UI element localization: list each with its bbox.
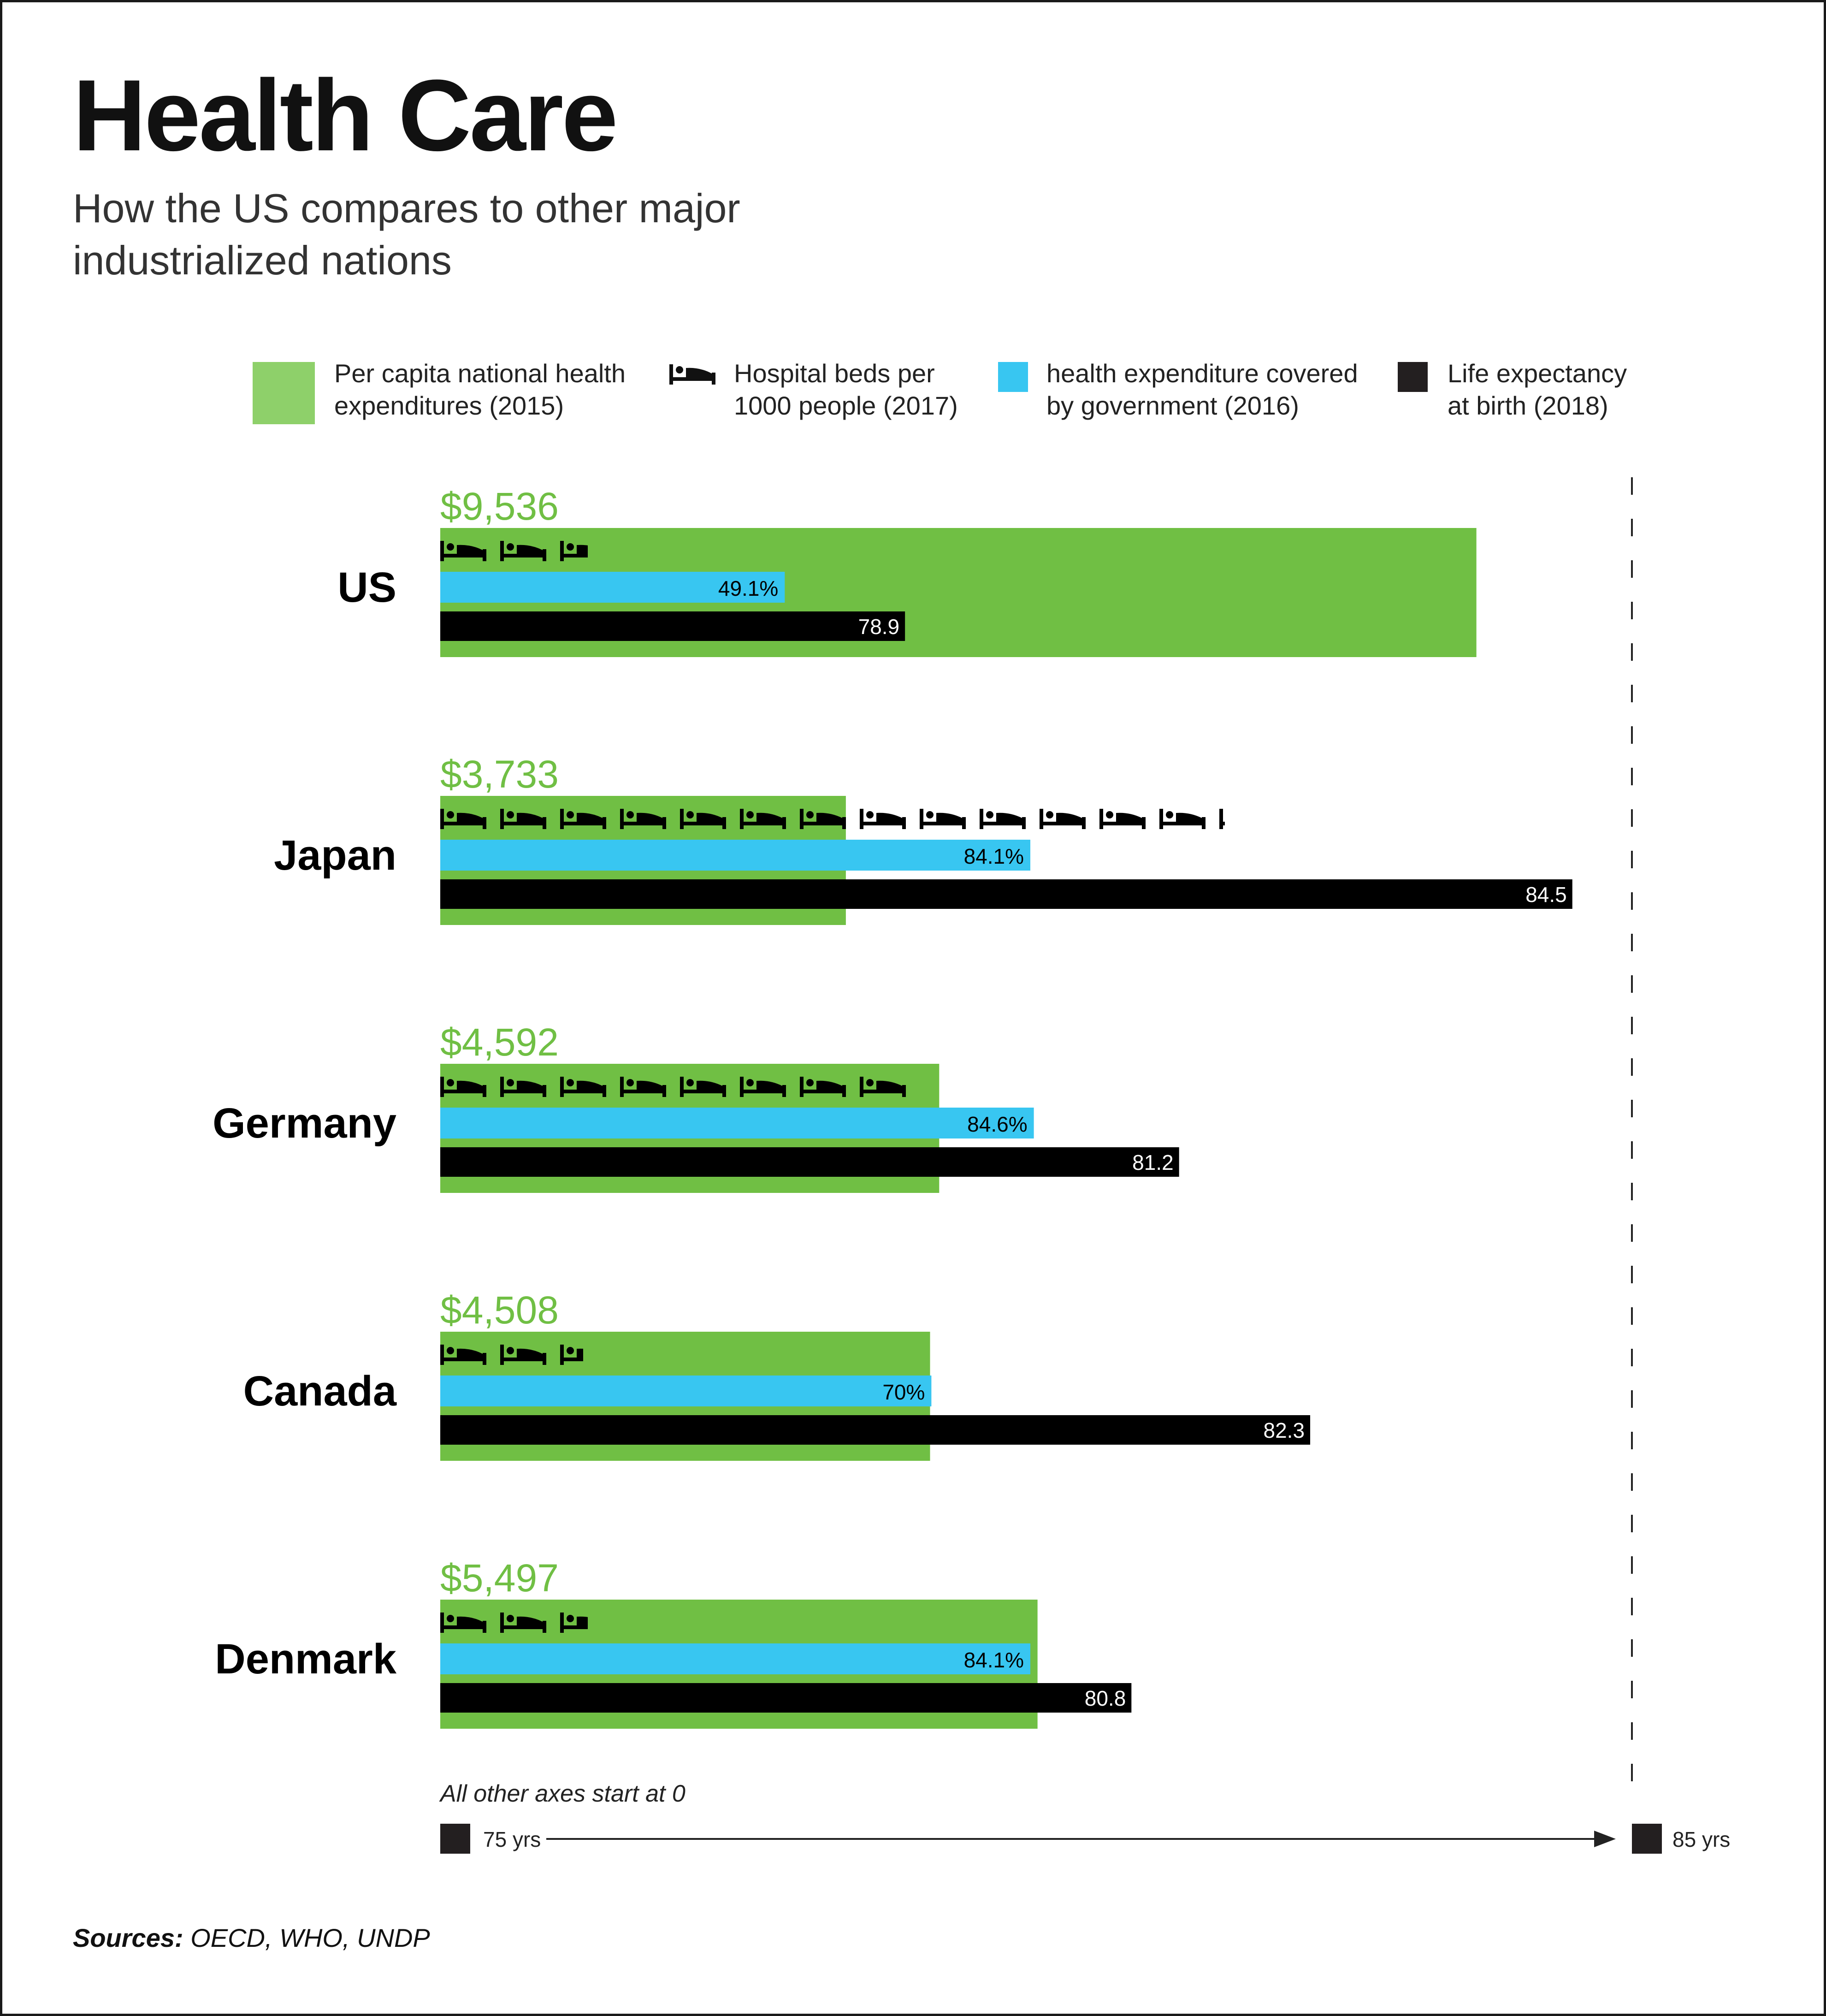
expenditure-label: $3,733 [440, 753, 559, 796]
legend-label-expenditure: Per capita national health expenditures … [334, 359, 626, 420]
country-label: Denmark [215, 1636, 397, 1683]
bed-icon [860, 809, 906, 829]
bed-icon [1219, 809, 1225, 829]
government-label: 49.1% [718, 576, 778, 600]
bed-icon [440, 1613, 486, 1633]
bed-icon [1099, 809, 1146, 829]
bed-icon [560, 1613, 588, 1633]
government-bar [440, 1108, 1034, 1138]
legend-label-government: health expenditure covered by government… [1046, 359, 1358, 420]
government-bar [440, 1643, 1031, 1674]
bed-icon [980, 809, 1026, 829]
expenditure-label: $4,508 [440, 1288, 559, 1332]
government-bar [440, 840, 1031, 871]
bed-icon [500, 1345, 546, 1365]
legend-swatch-government [998, 362, 1028, 392]
bed-icon [1159, 809, 1206, 829]
life-expectancy-bar [440, 1147, 1179, 1177]
life-expectancy-label: 81.2 [1132, 1150, 1174, 1174]
government-bar [440, 572, 785, 603]
bed-icon [560, 1345, 583, 1365]
bed-icon [500, 541, 546, 561]
bed-icon [800, 1077, 846, 1097]
legend-label-beds: Hospital beds per 1000 people (2017) [734, 359, 958, 420]
country-label: Germany [213, 1100, 396, 1147]
axis-note: All other axes start at 0 [440, 1780, 685, 1807]
sources-label: Sources: [73, 1923, 183, 1952]
bed-icon [620, 809, 666, 829]
government-label: 84.6% [967, 1112, 1027, 1136]
life-expectancy-bar [440, 879, 1572, 909]
life-expectancy-bar [440, 1415, 1311, 1445]
country-label: Japan [274, 832, 396, 879]
bed-icon [669, 363, 715, 386]
life-expectancy-label: 84.5 [1525, 883, 1567, 907]
sources-text: OECD, WHO, UNDP [183, 1923, 430, 1952]
bed-icon [740, 809, 786, 829]
life-axis-arrowhead [1594, 1831, 1616, 1847]
bed-icon [860, 1077, 906, 1097]
government-label: 70% [882, 1380, 925, 1404]
legend-swatch-expenditure [253, 362, 315, 424]
bed-icon [440, 1077, 486, 1097]
bed-icon [620, 1077, 666, 1097]
bed-icon [560, 1077, 606, 1097]
bed-icon [500, 809, 546, 829]
bed-icon [680, 809, 726, 829]
life-expectancy-bar [440, 1683, 1132, 1713]
bed-icon [560, 809, 606, 829]
bed-icon [500, 1077, 546, 1097]
life-axis-max-marker [1632, 1824, 1662, 1854]
bed-icon [740, 1077, 786, 1097]
expenditure-label: $9,536 [440, 485, 559, 528]
life-expectancy-label: 78.9 [858, 615, 900, 639]
bed-icon [440, 1345, 486, 1365]
bed-icon [920, 809, 966, 829]
expenditure-label: $5,497 [440, 1556, 559, 1600]
life-expectancy-label: 82.3 [1264, 1418, 1305, 1442]
country-label: US [337, 564, 396, 611]
life-axis-max-label: 85 yrs [1672, 1827, 1731, 1851]
legend-label-life: Life expectancy at birth (2018) [1448, 359, 1627, 420]
life-axis-min-label: 75 yrs [483, 1827, 541, 1851]
expenditure-label: $4,592 [440, 1020, 559, 1064]
bed-icon [1040, 809, 1086, 829]
sources-note: Sources: OECD, WHO, UNDP [73, 1923, 430, 1953]
bed-icon [440, 541, 486, 561]
government-label: 84.1% [964, 844, 1024, 868]
government-label: 84.1% [964, 1648, 1024, 1672]
bed-icon [500, 1613, 546, 1633]
life-axis-min-marker [440, 1824, 470, 1854]
chart-title: Health Care [73, 59, 618, 172]
life-expectancy-label: 80.8 [1085, 1686, 1126, 1710]
chart-subtitle: How the US compares to other major indus… [73, 185, 740, 283]
life-expectancy-bar [440, 611, 905, 641]
bed-icon [800, 809, 846, 829]
bed-icon [440, 809, 486, 829]
government-bar [440, 1376, 932, 1406]
bed-icon [560, 541, 588, 561]
country-label: Canada [243, 1368, 397, 1415]
bed-icon [680, 1077, 726, 1097]
legend-swatch-life [1398, 362, 1428, 392]
